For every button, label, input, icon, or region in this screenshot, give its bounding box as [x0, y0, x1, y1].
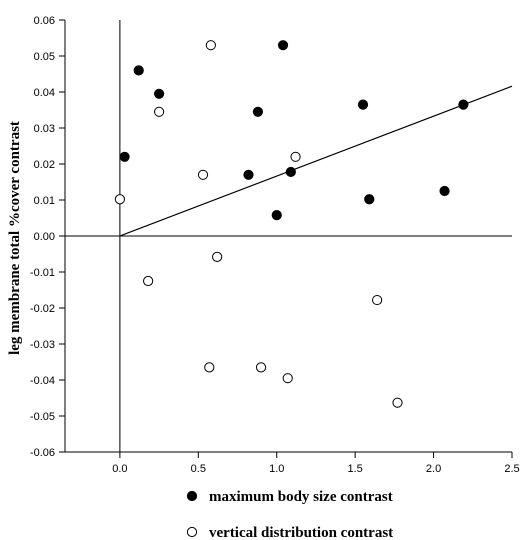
point-maximum-body-size	[271, 210, 282, 221]
x-axis-ticks: 0.0 0.5 1.0 1.5 2.0 2.5	[112, 452, 520, 475]
point-vertical-distribution	[255, 362, 267, 373]
legend-label-vertical-distribution: vertical distribution contrast	[209, 525, 393, 540]
legend: maximum body size contrast vertical dist…	[186, 489, 393, 540]
point-maximum-body-size	[119, 151, 130, 162]
point-vertical-distribution	[392, 397, 403, 408]
fit-line-group	[119, 85, 513, 237]
x-tick-label: 2.0	[426, 463, 441, 475]
point-maximum-body-size	[243, 169, 254, 180]
x-tick-label: 2.5	[504, 463, 519, 475]
point-maximum-body-size	[364, 194, 375, 205]
point-maximum-body-size	[357, 99, 369, 110]
point-vertical-distribution	[372, 294, 383, 306]
point-vertical-distribution	[290, 151, 301, 162]
point-maximum-body-size	[133, 65, 144, 76]
point-vertical-distribution	[154, 106, 165, 117]
point-vertical-distribution	[204, 362, 215, 373]
y-tick-label: -0.05	[30, 411, 55, 423]
data-points	[114, 40, 469, 408]
y-tick-label: 0.02	[34, 159, 55, 171]
y-tick-label: 0.03	[34, 123, 55, 135]
point-vertical-distribution	[197, 169, 209, 180]
legend-marker-maximum-body-size	[186, 490, 198, 502]
point-maximum-body-size	[458, 99, 469, 110]
point-vertical-distribution	[143, 275, 154, 287]
y-tick-label: -0.04	[30, 375, 55, 387]
point-maximum-body-size	[252, 106, 264, 117]
y-tick-label: 0.05	[34, 51, 55, 63]
y-axis-ticks: 0.06 0.05 0.04 0.03 0.02 0.01 0.00 -0.01 -0.02 -0…	[30, 15, 65, 459]
y-tick-label: -0.03	[30, 339, 55, 351]
x-tick-label: 0.5	[191, 463, 206, 475]
point-maximum-body-size	[285, 166, 296, 178]
x-tick-label: 1.0	[269, 463, 284, 475]
x-tick-label: 0.0	[112, 463, 127, 475]
point-vertical-distribution	[212, 251, 223, 262]
y-tick-label: -0.06	[30, 447, 55, 459]
point-maximum-body-size	[439, 185, 450, 197]
y-tick-label: 0.01	[34, 195, 55, 207]
point-vertical-distribution	[205, 40, 216, 51]
y-tick-label: -0.01	[30, 267, 55, 279]
axes	[65, 20, 512, 452]
point-vertical-distribution	[114, 194, 125, 205]
y-tick-label: 0.06	[34, 15, 55, 27]
point-maximum-body-size	[154, 88, 165, 99]
legend-label-maximum-body-size: maximum body size contrast	[209, 489, 393, 505]
x-tick-label: 1.5	[348, 463, 363, 475]
y-tick-label: -0.02	[30, 303, 55, 315]
y-axis-title: leg membrane total %cover contrast	[7, 121, 23, 355]
legend-marker-vertical-distribution	[186, 526, 198, 538]
y-tick-label: 0.00	[34, 231, 55, 243]
regression-line	[119, 85, 513, 237]
y-tick-label: 0.04	[34, 87, 55, 99]
point-vertical-distribution	[282, 373, 293, 384]
point-maximum-body-size	[277, 40, 289, 51]
